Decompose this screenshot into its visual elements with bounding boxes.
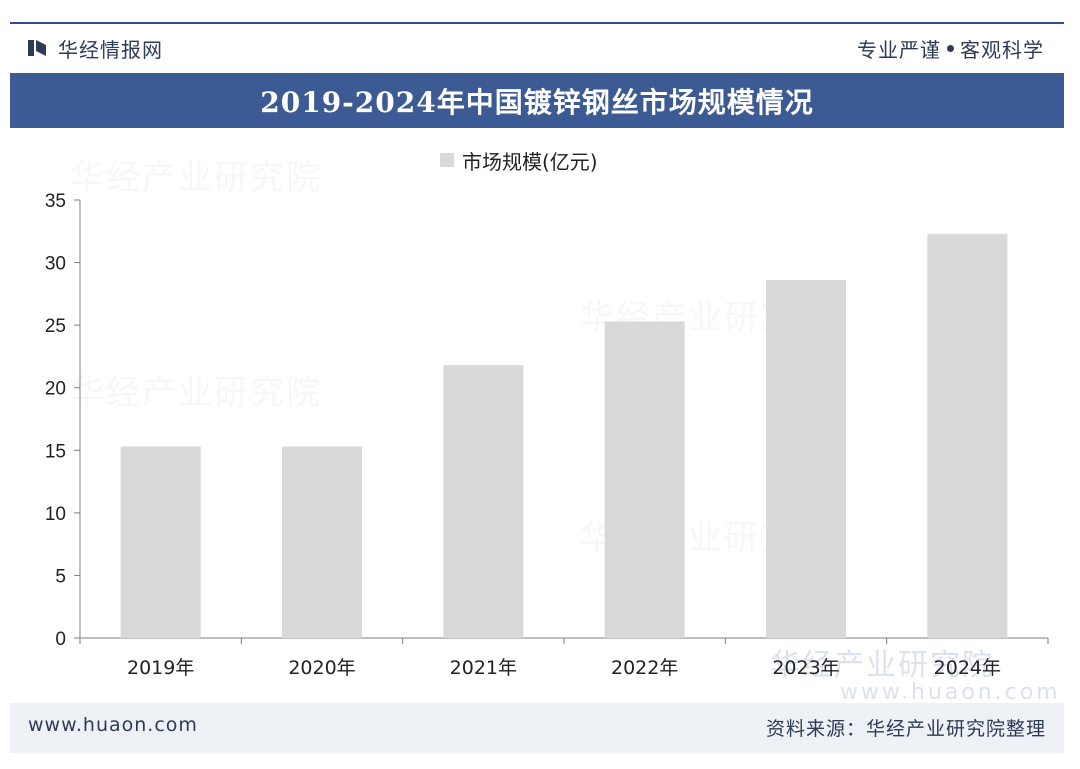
y-tick-label: 15	[45, 441, 66, 462]
x-tick-label: 2020年	[288, 657, 355, 679]
y-tick-label: 35	[45, 191, 66, 212]
slogan-dot-icon	[947, 44, 954, 52]
bar	[282, 446, 362, 638]
bar	[120, 446, 201, 638]
legend-label: 市场规模(亿元)	[462, 149, 598, 174]
y-tick-label: 30	[45, 254, 66, 275]
bar	[766, 280, 846, 638]
chart-title: 2019-2024年中国镀锌钢丝市场规模情况	[260, 85, 814, 119]
brand-name: 华经情报网	[58, 37, 163, 62]
y-tick-label: 25	[45, 316, 66, 337]
bar	[927, 233, 1008, 638]
legend-swatch	[440, 153, 454, 167]
footer-band	[10, 703, 1064, 753]
chart-frame	[10, 22, 1066, 762]
bar	[443, 365, 524, 638]
top-bar	[10, 22, 1064, 72]
y-tick-label: 20	[45, 379, 66, 400]
title-band: 2019-2024年中国镀锌钢丝市场规模情况	[10, 73, 1064, 128]
x-tick-label: 2022年	[611, 657, 678, 679]
footer-source: 资料来源：华经产业研究院整理	[765, 718, 1046, 740]
y-tick-label: 0	[55, 629, 66, 650]
x-tick-label: 2021年	[450, 657, 517, 679]
slogan-right: 客观科学	[960, 37, 1044, 62]
brand-logo-icon	[28, 40, 46, 56]
x-tick-label: 2024年	[934, 657, 1001, 679]
slogan-left: 专业严谨	[857, 37, 941, 62]
x-tick-label: 2019年	[127, 657, 194, 679]
bar	[604, 321, 685, 638]
x-tick-label: 2023年	[772, 657, 839, 679]
brand: 华经情报网	[26, 34, 163, 62]
y-tick-label: 10	[45, 504, 66, 525]
y-tick-label: 5	[55, 566, 66, 587]
slogan: 专业严谨 客观科学	[857, 34, 1044, 62]
legend: 市场规模(亿元)	[440, 148, 598, 174]
footer-url[interactable]: www.huaon.com	[28, 714, 198, 736]
